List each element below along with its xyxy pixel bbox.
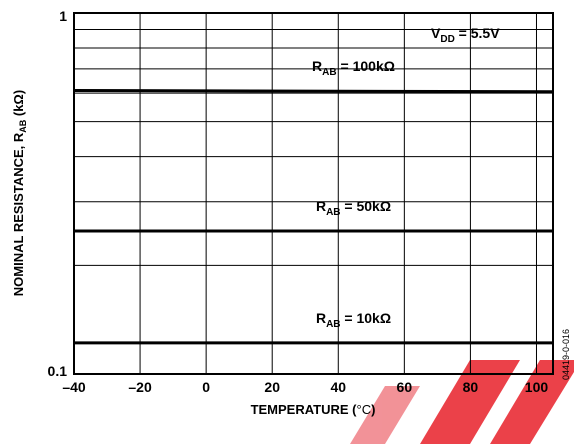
x-tick-labels: –40 –20 0 20 40 60 80 100 <box>62 379 548 395</box>
x-tick-label: –20 <box>128 379 152 395</box>
series-line-0 <box>74 88 553 94</box>
watermark-graphic <box>350 360 574 444</box>
plot-frame <box>73 12 554 375</box>
series-label-2: RAB = 10kΩ <box>316 310 391 330</box>
x-tick-label: –40 <box>62 379 86 395</box>
y-tick-label: 0.1 <box>48 363 68 379</box>
series-lines <box>74 88 553 345</box>
x-tick-label: 60 <box>397 379 413 395</box>
series-label-0: RAB = 100kΩ <box>312 58 395 78</box>
y-axis-label: NOMINAL RESISTANCE, RAB (kΩ) <box>11 90 28 296</box>
x-tick-label: 40 <box>330 379 346 395</box>
series-label-1: RAB = 50kΩ <box>316 198 391 218</box>
plot-grid <box>74 13 553 374</box>
x-tick-label: 20 <box>264 379 280 395</box>
y-tick-labels: 0.11 <box>48 8 68 379</box>
y-tick-label: 1 <box>59 8 67 24</box>
vdd-annotation: VDD = 5.5V <box>431 25 500 45</box>
x-axis-label: TEMPERATURE (°C) <box>251 402 376 417</box>
series-label-group: RAB = 100kΩ RAB = 50kΩ RAB = 10kΩ <box>312 58 395 330</box>
x-tick-label: 100 <box>525 379 549 395</box>
x-tick-label: 80 <box>463 379 479 395</box>
x-tick-label: 0 <box>202 379 210 395</box>
figure-code: 04419-0-016 <box>561 329 571 380</box>
